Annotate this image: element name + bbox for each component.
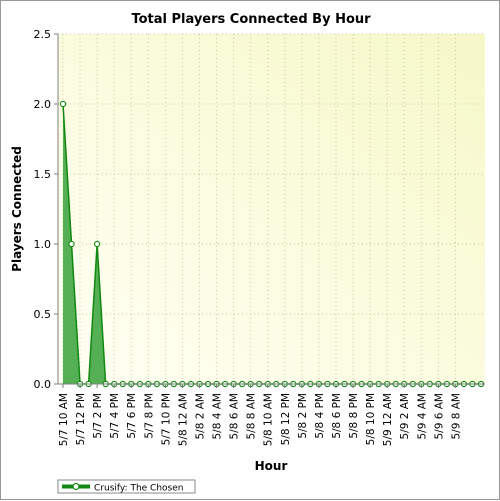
x-tick-label: 5/8 4 PM bbox=[314, 393, 326, 439]
x-tick-label: 5/8 12 AM bbox=[177, 393, 189, 446]
x-tick-label: 5/9 8 AM bbox=[450, 393, 462, 440]
data-point bbox=[59, 100, 67, 108]
y-tick-label: 2.5 bbox=[34, 28, 52, 41]
x-tick-label: 5/8 4 AM bbox=[212, 393, 224, 440]
x-tick-label: 5/8 8 AM bbox=[246, 393, 258, 440]
y-tick-labels: 0.0 0.5 1.0 1.5 2.0 2.5 bbox=[34, 28, 58, 391]
y-tick-label: 0.5 bbox=[34, 308, 52, 321]
series-area bbox=[88, 244, 106, 384]
y-tick-label: 2.0 bbox=[34, 98, 52, 111]
plot-area bbox=[58, 34, 485, 384]
x-tick-label: 5/8 8 PM bbox=[348, 393, 360, 439]
x-tick-label: 5/9 6 AM bbox=[433, 393, 445, 440]
x-tick-label: 5/7 12 PM bbox=[75, 393, 87, 445]
x-tick-label: 5/8 10 PM bbox=[365, 393, 377, 445]
x-tick-label: 5/8 2 AM bbox=[194, 393, 206, 440]
y-tick-label: 1.5 bbox=[34, 168, 52, 181]
x-tick-labels: 5/7 10 AM 5/7 12 PM 5/7 2 PM 5/7 4 PM 5/7 6 … bbox=[58, 384, 462, 446]
x-tick-label: 5/9 2 AM bbox=[399, 393, 411, 440]
data-point bbox=[68, 240, 75, 248]
legend-label: Crusify: The Chosen bbox=[94, 484, 183, 494]
x-tick-label: 5/9 12 AM bbox=[382, 393, 394, 446]
y-axis-label: Players Connected bbox=[10, 146, 24, 272]
x-tick-label: 5/8 2 PM bbox=[297, 393, 309, 439]
data-point bbox=[93, 240, 101, 248]
legend-swatch-marker bbox=[72, 482, 80, 491]
x-tick-label: 5/7 2 PM bbox=[92, 393, 104, 439]
x-tick-label: 5/7 6 PM bbox=[126, 393, 138, 439]
x-axis-label: Hour bbox=[255, 459, 288, 473]
legend[interactable]: Crusify: The Chosen bbox=[57, 479, 196, 494]
x-tick-label: 5/7 10 AM bbox=[58, 393, 70, 446]
axes bbox=[57, 34, 485, 385]
x-tick-label: 5/8 6 AM bbox=[229, 393, 241, 440]
y-tick-label: 1.0 bbox=[34, 238, 52, 251]
legend-box bbox=[57, 479, 196, 494]
y-tick-label: 0.0 bbox=[34, 378, 52, 391]
x-tick-label: 5/7 8 PM bbox=[143, 393, 155, 439]
x-tick-label: 5/8 10 AM bbox=[263, 393, 275, 446]
x-tick-label: 5/7 4 PM bbox=[109, 393, 121, 439]
x-tick-label: 5/9 4 AM bbox=[416, 393, 428, 440]
x-tick-label: 5/8 6 PM bbox=[331, 393, 343, 439]
x-tick-label: 5/8 12 PM bbox=[280, 393, 292, 445]
chart-title: Total Players Connected By Hour bbox=[131, 12, 371, 27]
x-tick-label: 5/7 10 PM bbox=[160, 393, 172, 445]
